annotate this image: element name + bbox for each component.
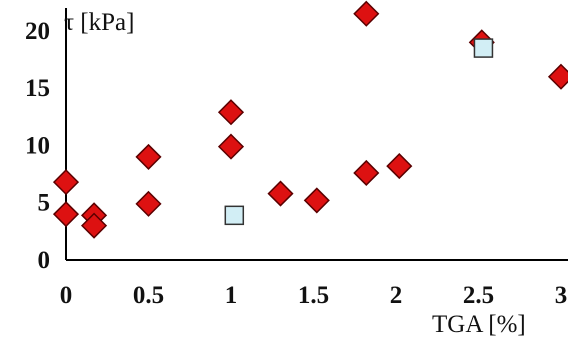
x-axis-label: TGA [%] bbox=[432, 311, 526, 338]
x-tick-labels: 0 0.5 1 1.5 2 2.5 3 bbox=[60, 282, 568, 309]
diamond-point bbox=[217, 133, 245, 160]
x-tick-label: 2.5 bbox=[463, 282, 494, 309]
square-point bbox=[473, 38, 494, 58]
diamond-point bbox=[547, 63, 568, 90]
y-tick-label: 15 bbox=[25, 75, 50, 102]
square-point bbox=[224, 205, 245, 226]
diamond-point bbox=[135, 143, 162, 170]
diamond-point bbox=[52, 201, 80, 228]
diamond-point bbox=[303, 187, 330, 214]
y-tick-label: 20 bbox=[25, 18, 50, 45]
x-tick-label: 2 bbox=[390, 282, 403, 309]
x-tick-label: 0.5 bbox=[133, 282, 164, 309]
diamond-point bbox=[386, 153, 413, 180]
data-points bbox=[52, 0, 568, 239]
y-tick-label: 10 bbox=[25, 132, 50, 159]
diamond-point bbox=[353, 0, 380, 27]
y-tick-label: 0 bbox=[38, 247, 51, 274]
diamond-point bbox=[353, 159, 380, 187]
x-tick-label: 0 bbox=[60, 282, 73, 309]
y-tick-labels: 0 5 10 15 20 bbox=[25, 18, 50, 274]
x-tick-label: 1 bbox=[225, 282, 238, 309]
diamond-point bbox=[80, 212, 108, 239]
diamond-point bbox=[267, 180, 294, 207]
diamond-point bbox=[52, 169, 80, 196]
diamond-point bbox=[217, 99, 245, 126]
diamond-point bbox=[135, 190, 162, 217]
y-tick-label: 5 bbox=[38, 190, 51, 217]
x-tick-label: 1.5 bbox=[298, 282, 329, 309]
y-axis-label: τ [kPa] bbox=[64, 9, 134, 36]
x-tick-label: 3 bbox=[555, 282, 568, 309]
